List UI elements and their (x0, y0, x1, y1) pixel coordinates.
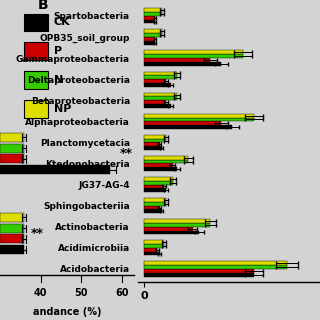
Bar (144, 244, 164, 248)
Text: 40: 40 (34, 288, 47, 298)
Bar (144, 210, 162, 213)
Bar (144, 104, 171, 108)
Bar (144, 265, 287, 269)
FancyBboxPatch shape (24, 71, 48, 89)
Bar (144, 29, 162, 33)
Text: **: ** (120, 147, 133, 160)
Bar (144, 135, 166, 139)
Text: P: P (54, 46, 62, 56)
FancyBboxPatch shape (24, 42, 48, 60)
Text: 60: 60 (116, 288, 129, 298)
Bar (144, 230, 199, 234)
Bar (144, 33, 162, 37)
Bar (144, 62, 221, 66)
Bar (144, 114, 254, 117)
Bar (144, 164, 173, 167)
FancyBboxPatch shape (0, 213, 24, 222)
Bar (144, 96, 177, 100)
Bar (144, 121, 221, 125)
Bar (144, 20, 155, 23)
Bar (144, 252, 160, 255)
Bar (144, 72, 177, 75)
Text: andance (%): andance (%) (33, 307, 101, 317)
Bar (144, 185, 164, 188)
Bar (144, 188, 166, 192)
Bar (144, 223, 210, 227)
Bar (144, 12, 162, 16)
Bar (144, 79, 166, 83)
FancyBboxPatch shape (0, 133, 24, 142)
Bar (144, 125, 232, 129)
Bar (144, 146, 162, 150)
Bar (144, 142, 160, 146)
Bar (144, 219, 210, 223)
Bar (144, 75, 177, 79)
FancyBboxPatch shape (0, 245, 24, 254)
Bar (144, 198, 166, 202)
Text: CK: CK (54, 17, 70, 28)
FancyBboxPatch shape (24, 13, 48, 31)
Bar (144, 248, 157, 252)
Bar (144, 16, 155, 20)
Text: **: ** (30, 227, 44, 240)
Bar (144, 206, 160, 210)
Bar (144, 92, 177, 96)
FancyBboxPatch shape (0, 165, 110, 174)
Bar (144, 54, 243, 58)
Bar (144, 227, 193, 230)
Text: N: N (54, 75, 63, 85)
Bar (144, 58, 210, 62)
Bar (144, 139, 166, 142)
Bar (144, 167, 177, 171)
Bar (144, 240, 164, 244)
FancyBboxPatch shape (0, 144, 24, 153)
Bar (144, 41, 155, 44)
FancyBboxPatch shape (0, 155, 24, 164)
Bar (144, 269, 254, 273)
FancyBboxPatch shape (0, 235, 24, 244)
Bar (144, 117, 254, 121)
Bar (144, 51, 243, 54)
Bar (144, 156, 188, 160)
Bar (144, 8, 162, 12)
Bar (144, 100, 166, 104)
FancyBboxPatch shape (0, 224, 24, 233)
Bar (144, 160, 188, 164)
Bar (144, 261, 287, 265)
Bar (144, 273, 254, 276)
Bar (144, 83, 171, 87)
Text: 50: 50 (75, 288, 88, 298)
Text: NP: NP (54, 104, 71, 114)
Bar (144, 181, 173, 185)
Bar (144, 202, 166, 206)
FancyBboxPatch shape (24, 100, 48, 117)
Text: B: B (37, 0, 48, 12)
Bar (144, 37, 155, 41)
Bar (144, 177, 173, 181)
